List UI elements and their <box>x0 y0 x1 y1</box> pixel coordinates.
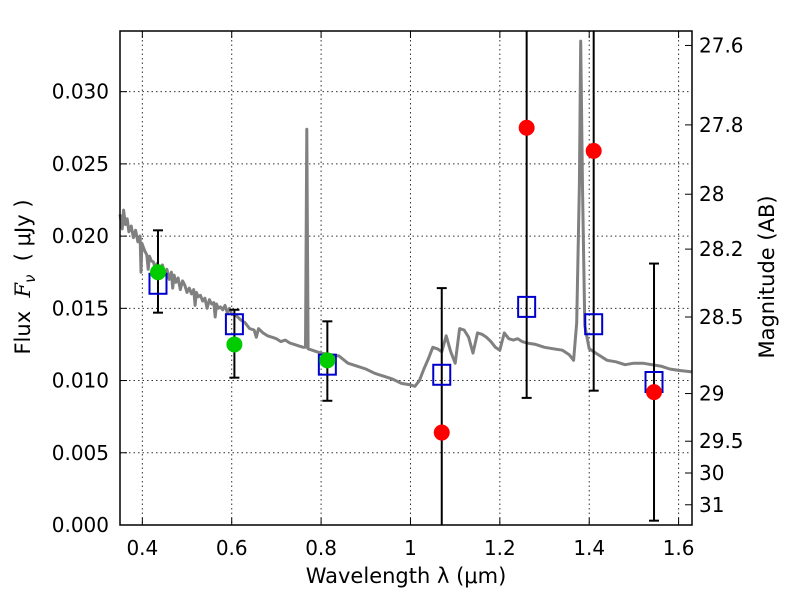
x-tick-label: 0.6 <box>216 536 248 560</box>
model-band-square <box>584 313 604 336</box>
magnitude-tick-label: 28.2 <box>699 237 744 261</box>
y-axis-label-prefix: Flux <box>11 298 35 355</box>
photometry-point <box>646 384 663 401</box>
y-tick-label: 0.000 <box>52 513 109 537</box>
magnitude-tick-label: 29 <box>699 382 724 406</box>
magnitude-tick-label: 31 <box>699 493 724 517</box>
magnitude-tick-label: 30 <box>699 461 724 485</box>
x-tick-label: 1 <box>404 536 417 560</box>
magnitude-tick-label: 27.8 <box>699 113 744 137</box>
photometry-point <box>319 352 336 369</box>
y-axis-ticks: 0.000 0.005 0.010 0.015 0.020 0.025 0.030 <box>52 80 127 537</box>
model-band-square <box>432 363 452 386</box>
y-axis-label-suffix: ( μJy ) <box>11 199 35 274</box>
y-axis-label-symbol: F <box>11 282 35 299</box>
plot-frame <box>119 30 693 526</box>
y-tick-label: 0.025 <box>52 152 109 176</box>
x-axis-label: Wavelength λ (μm) <box>306 564 507 588</box>
x-tick-label: 1.6 <box>663 536 695 560</box>
x-tick-label: 1.2 <box>484 536 516 560</box>
y-tick-label: 0.030 <box>52 80 109 104</box>
x-tick-label: 0.8 <box>305 536 337 560</box>
magnitude-tick-label: 28 <box>699 182 724 206</box>
model-band-square <box>517 295 537 318</box>
y-tick-label: 0.015 <box>52 296 109 320</box>
x-tick-label: 0.4 <box>126 536 158 560</box>
photometry-point <box>226 336 243 353</box>
marker-layer <box>148 119 664 441</box>
y-axis-label: Flux Fν ( μJy ) <box>11 199 39 354</box>
magnitude-tick-label: 28.5 <box>699 305 744 329</box>
y-tick-label: 0.020 <box>52 224 109 248</box>
model-band-square <box>224 313 244 336</box>
y-axis-label-subscript: ν <box>21 275 39 283</box>
photometry-point <box>518 119 535 136</box>
photometry-point <box>433 424 450 441</box>
right-axis-label: Magnitude (AB) <box>755 195 779 358</box>
photometry-point <box>585 142 602 159</box>
y-tick-label: 0.010 <box>52 369 109 393</box>
magnitude-axis-ticks: 27.6 27.8 28 28.2 28.5 29 29.5 30 31 <box>685 33 744 517</box>
x-axis-ticks: 0.4 0.6 0.8 1 1.2 1.4 1.6 <box>126 31 695 560</box>
magnitude-tick-label: 27.6 <box>699 33 744 57</box>
y-tick-label: 0.005 <box>52 441 109 465</box>
magnitude-tick-label: 29.5 <box>699 429 744 453</box>
photometry-point <box>149 264 166 281</box>
x-tick-label: 1.4 <box>573 536 605 560</box>
